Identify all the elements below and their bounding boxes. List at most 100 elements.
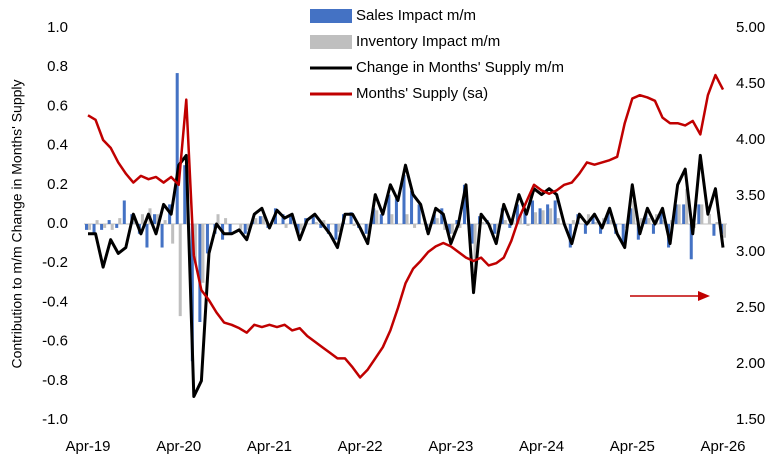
y-tick-label: -0.2 — [42, 254, 68, 271]
bar — [508, 224, 512, 228]
bar — [326, 224, 330, 234]
y-tick-label: 0.6 — [47, 97, 68, 114]
bar — [518, 214, 522, 224]
bar — [103, 224, 107, 228]
x-tick-label: Apr-20 — [156, 438, 201, 455]
y2-tick-label: 2.50 — [736, 299, 765, 316]
y-tick-label: -1.0 — [42, 411, 68, 428]
bar — [171, 224, 175, 244]
bar — [571, 220, 575, 224]
bar — [715, 222, 719, 224]
y-tick-label: -0.6 — [42, 333, 68, 350]
bar — [700, 204, 704, 224]
bar — [314, 222, 318, 224]
bar — [450, 224, 454, 234]
bar — [372, 208, 376, 224]
bar — [707, 214, 711, 224]
bar — [243, 224, 247, 234]
bar — [228, 224, 232, 234]
y2-tick-label: 5.00 — [736, 19, 765, 36]
x-tick-label: Apr-22 — [338, 438, 383, 455]
bar — [163, 220, 167, 224]
bar — [462, 184, 466, 224]
bar — [261, 216, 265, 224]
y-tick-label: 0.2 — [47, 176, 68, 193]
bar — [410, 190, 414, 224]
x-tick-label: Apr-25 — [610, 438, 655, 455]
bar — [440, 208, 444, 224]
bar — [190, 224, 194, 362]
bar — [606, 212, 610, 224]
line — [88, 153, 725, 398]
bar — [651, 224, 655, 234]
bar — [84, 224, 88, 230]
bar — [239, 224, 243, 230]
bar — [160, 224, 164, 248]
bar — [88, 224, 92, 230]
bar — [281, 214, 285, 224]
bar — [639, 218, 643, 224]
bar — [629, 208, 633, 224]
bar — [556, 218, 560, 224]
legend-label: Change in Months' Supply m/m — [356, 59, 564, 76]
bar — [523, 212, 527, 224]
bar — [481, 222, 485, 224]
bar — [375, 210, 379, 224]
y2-tick-label: 4.00 — [736, 131, 765, 148]
line — [87, 73, 725, 379]
bar — [647, 218, 651, 224]
bar — [289, 216, 293, 224]
bar — [258, 216, 262, 224]
bar — [402, 175, 406, 224]
y-tick-label: 0.4 — [47, 137, 68, 154]
bar — [546, 204, 550, 224]
y-tick-label: 1.0 — [47, 19, 68, 36]
bar — [712, 224, 716, 236]
bar — [443, 224, 447, 230]
bar — [175, 73, 179, 224]
bar — [156, 214, 160, 224]
bar — [591, 216, 595, 224]
y-tick-label: -0.4 — [42, 293, 68, 310]
bar — [609, 220, 613, 224]
bar — [697, 204, 701, 224]
bar — [284, 224, 288, 228]
bar — [594, 222, 598, 224]
bar — [413, 224, 417, 228]
bar — [311, 216, 315, 224]
bar — [405, 214, 409, 224]
bar — [107, 220, 111, 224]
bar — [198, 224, 202, 322]
bar — [493, 224, 497, 234]
bar — [334, 224, 338, 240]
bar — [685, 188, 689, 224]
y2-tick-label: 3.00 — [736, 243, 765, 260]
bar — [379, 214, 383, 224]
legend-label: Months' Supply (sa) — [356, 85, 488, 102]
bar — [526, 224, 530, 226]
bar — [659, 212, 663, 224]
bar — [216, 214, 220, 224]
bar — [689, 224, 693, 260]
legend-label: Sales Impact m/m — [356, 7, 476, 24]
legend-swatch — [310, 9, 352, 23]
bar — [254, 218, 258, 224]
bar — [677, 204, 681, 224]
bar — [553, 200, 557, 224]
bar — [145, 224, 149, 248]
bar — [599, 224, 603, 234]
bar — [246, 224, 250, 230]
bar — [349, 212, 353, 224]
bar — [394, 198, 398, 224]
bar — [193, 224, 197, 264]
y2-tick-label: 2.00 — [736, 355, 765, 372]
bar — [417, 204, 421, 224]
bar — [435, 218, 439, 224]
y2-tick-label: 1.50 — [736, 411, 765, 428]
bar — [534, 212, 538, 224]
bar — [140, 214, 144, 224]
bar — [432, 214, 436, 224]
bar — [95, 220, 99, 224]
bar — [447, 224, 451, 234]
bar — [299, 224, 303, 230]
